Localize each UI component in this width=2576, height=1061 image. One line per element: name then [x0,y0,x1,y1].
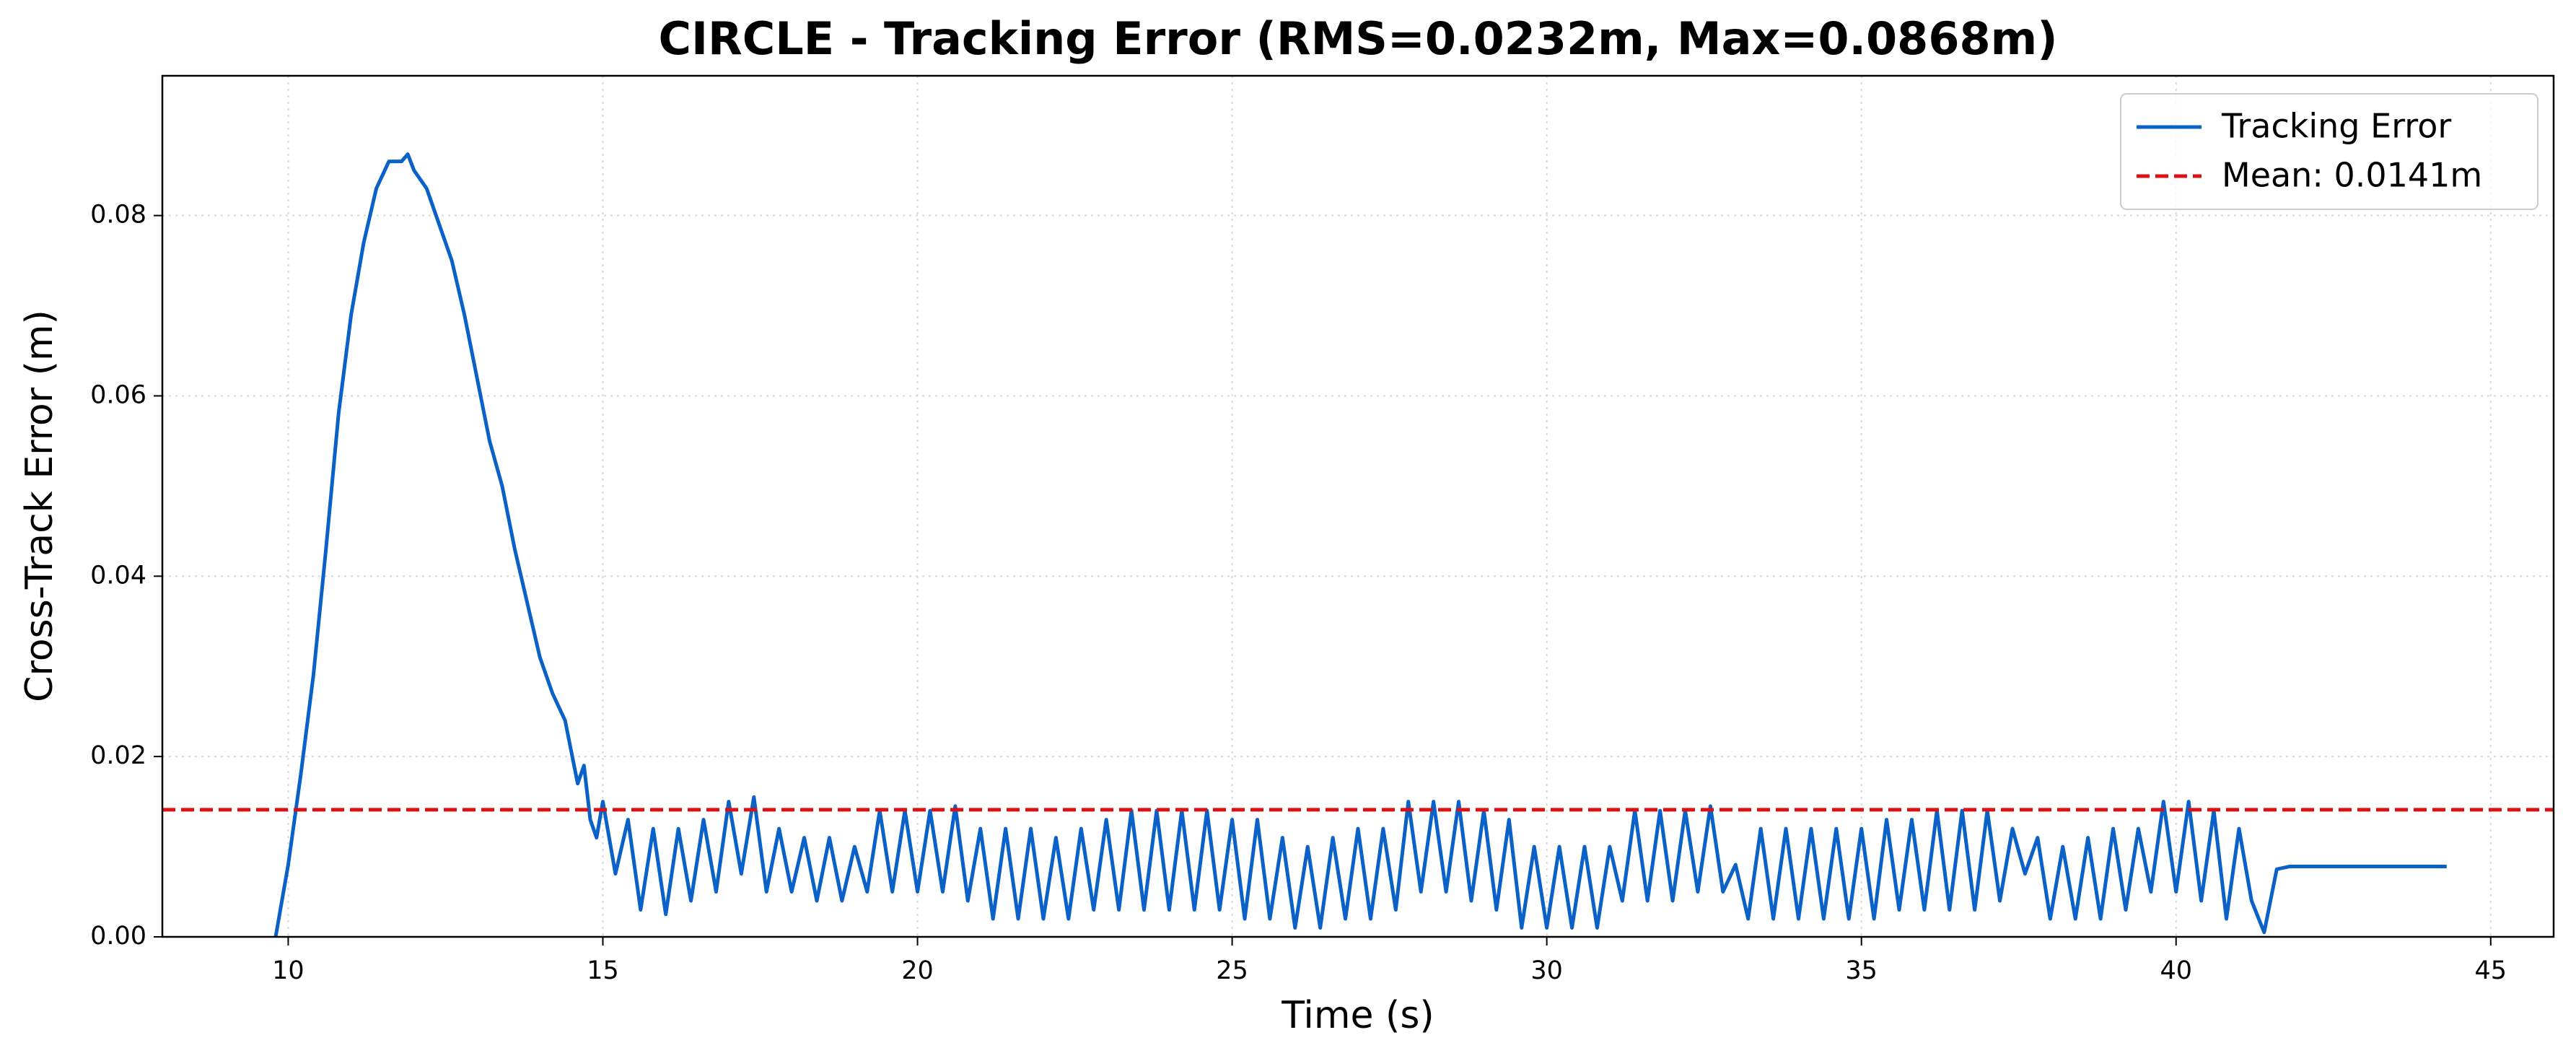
x-tick-label: 35 [1845,956,1878,985]
x-tick-label: 40 [2160,956,2192,985]
y-tick-label: 0.00 [90,922,146,951]
x-tick-label: 15 [587,956,619,985]
data-line [273,152,2447,938]
y-tick-label: 0.06 [90,380,146,409]
x-tick-label: 10 [272,956,305,985]
legend-label: Tracking Error [2221,107,2451,146]
x-tick-label: 20 [901,956,934,985]
x-tick-label: 25 [1216,956,1248,985]
x-tick-label: 45 [2475,956,2507,985]
plot-frame [161,74,2555,938]
x-tick-label: 30 [1530,956,1563,985]
legend-label: Mean: 0.0141m [2222,156,2482,195]
y-tick-label: 0.08 [90,201,146,230]
chart-title: CIRCLE - Tracking Error (RMS=0.0232m, Ma… [658,12,2057,65]
x-axis-label: Time (s) [1281,994,1434,1037]
y-tick-label: 0.04 [90,561,146,590]
y-tick-label: 0.02 [90,741,146,770]
y-axis-label: Cross-Track Error (m) [18,310,61,702]
legend-box [2120,93,2538,210]
